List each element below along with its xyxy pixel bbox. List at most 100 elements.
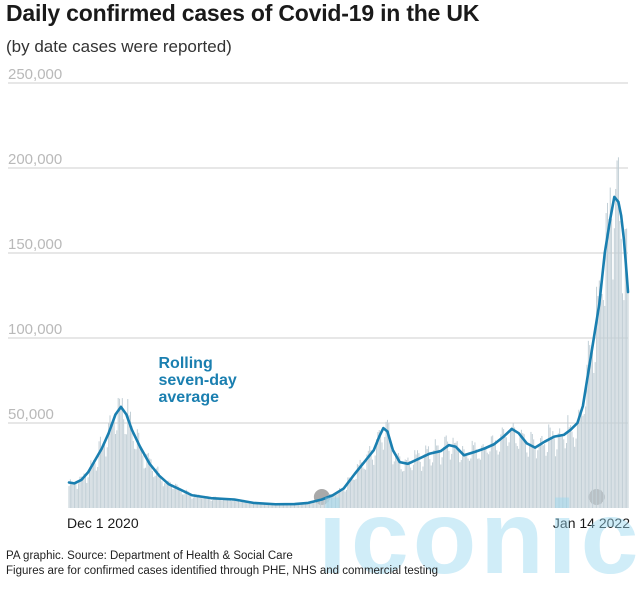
chart-title: Daily confirmed cases of Covid-19 in the… [6,0,480,26]
annotation-line: average [159,389,220,406]
daily-bar [523,434,525,508]
daily-bar [325,499,327,508]
daily-bar [254,502,256,508]
daily-bar [433,450,435,508]
daily-bar [624,229,626,508]
daily-bar [266,503,268,508]
daily-bar [235,499,237,508]
daily-bar [389,443,391,508]
daily-bar [582,415,584,508]
daily-bar [272,503,274,508]
daily-bar [451,453,453,508]
daily-bar [401,471,403,508]
daily-bar [216,497,218,508]
daily-bar [514,427,516,508]
daily-bar [105,456,107,508]
daily-bar [190,494,192,508]
daily-bar [393,461,395,508]
daily-bar [262,503,264,508]
daily-bar [119,398,121,508]
daily-bar [306,503,308,508]
daily-bar [430,465,432,508]
daily-bar [239,502,241,508]
daily-bar [128,415,130,508]
daily-bar [586,364,588,508]
daily-bar [132,440,134,508]
daily-bar [89,467,90,508]
daily-bar [228,499,230,508]
daily-bar [400,469,402,508]
daily-bar [71,481,73,508]
daily-bar [418,453,420,508]
daily-bar [613,228,615,508]
daily-bar [470,458,472,508]
daily-bar [180,491,182,508]
daily-bar [555,456,557,508]
daily-bar [278,505,280,508]
daily-bar [240,502,242,508]
daily-case-bars [68,157,629,509]
daily-bar [381,442,383,508]
daily-bar [488,454,490,508]
daily-bar [99,436,101,508]
daily-bar [201,498,203,508]
daily-bar [519,432,521,508]
daily-bar [557,433,559,508]
daily-bar [296,504,298,508]
daily-bar [337,491,339,508]
daily-bar [225,499,227,508]
daily-bar [500,434,502,508]
daily-bar [276,504,278,508]
daily-bar [285,504,287,508]
daily-bar [295,503,297,508]
daily-bar [578,409,580,508]
annotation-line: Rolling [159,355,213,372]
daily-bar [263,502,265,508]
iconic-watermark: iconic [318,480,640,596]
daily-bar [125,434,127,508]
daily-bar [453,443,455,508]
daily-bar [336,494,338,508]
daily-bar [520,429,522,508]
daily-bar [154,475,156,508]
daily-bar [206,495,208,508]
daily-bar [414,450,416,508]
daily-bar [258,504,260,508]
daily-bar [583,414,585,508]
daily-bar [147,452,149,508]
daily-bar [617,157,619,508]
daily-bar [385,421,387,508]
daily-bar [411,470,413,508]
daily-bar [522,433,524,508]
daily-bar [343,489,345,508]
source-note: PA graphic. Source: Department of Health… [6,550,293,562]
daily-bar [359,459,361,508]
daily-bar [479,459,481,508]
daily-bar [438,452,440,508]
daily-bar [550,437,552,508]
daily-bar [191,498,193,508]
daily-bar [281,503,283,508]
daily-bar [396,454,398,508]
daily-bar [531,434,533,508]
daily-bar [117,397,119,508]
daily-bar [591,348,593,508]
daily-bar [608,219,610,508]
daily-bar [227,498,229,508]
daily-bar [259,504,261,508]
y-tick-label: 50,000 [8,406,54,423]
daily-bar [140,449,142,508]
daily-bar [212,500,214,508]
daily-bar [570,425,572,508]
daily-bar [79,476,81,508]
daily-bar [560,435,562,508]
daily-bar [341,489,343,508]
daily-bar [207,496,209,508]
daily-bar [108,423,110,508]
daily-bar [172,489,174,508]
daily-bar [391,450,393,508]
daily-bar [335,495,337,508]
daily-bar [552,431,554,508]
daily-bar [253,502,255,508]
daily-bar [622,293,624,508]
